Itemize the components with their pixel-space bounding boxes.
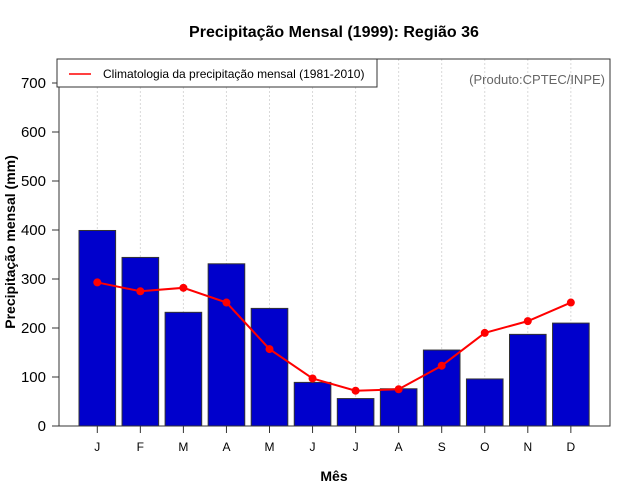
bar-3 — [207, 263, 246, 427]
bar-10 — [509, 333, 547, 427]
y-tick-label: 300 — [21, 271, 46, 288]
x-tick-label: J — [353, 440, 359, 454]
x-tick-label: M — [265, 440, 275, 454]
bars — [78, 229, 590, 427]
bar-8 — [422, 349, 461, 427]
x-tick-label: A — [222, 440, 230, 454]
credit-annotation: (Produto:CPTEC/INPE) — [469, 72, 605, 87]
legend-box — [56, 58, 378, 88]
legend: Climatologia da precipitação mensal (198… — [56, 58, 378, 88]
climatology-point-0 — [93, 278, 102, 287]
climatology-point-2 — [179, 283, 188, 292]
x-tick-label: A — [395, 440, 403, 454]
x-tick-label: J — [94, 440, 100, 454]
climatology-polyline — [97, 281, 572, 392]
bar-4 — [250, 307, 289, 427]
x-tick-label: F — [137, 440, 144, 454]
y-tick-label: 100 — [21, 369, 46, 386]
chart-title: Precipitação Mensal (1999): Região 36 — [189, 24, 479, 41]
y-axis-label: Precipitação mensal (mm) — [2, 155, 18, 329]
bar-5 — [293, 381, 332, 427]
climatology-point-9 — [480, 328, 489, 337]
bar-7 — [379, 388, 418, 427]
bar-2 — [164, 311, 203, 427]
bar-0 — [78, 229, 117, 427]
x-tick-label: N — [523, 440, 532, 454]
y-tick-label: 400 — [21, 222, 46, 239]
x-tick-label: O — [480, 440, 489, 454]
x-tick-label: M — [178, 440, 188, 454]
bar-6 — [336, 398, 375, 427]
climatology-point-1 — [136, 287, 145, 296]
y-tick-label: 600 — [21, 124, 46, 141]
climatology-point-10 — [523, 317, 532, 326]
bar-9 — [465, 378, 504, 427]
climatology-point-5 — [308, 374, 317, 383]
y-tick-label: 200 — [21, 320, 46, 337]
bar-1 — [121, 256, 160, 427]
x-tick-label: J — [310, 440, 316, 454]
climatology-point-3 — [222, 298, 231, 307]
y-tick-label: 0 — [38, 418, 46, 435]
climatology-line — [93, 278, 575, 395]
x-tick-label: S — [438, 440, 446, 454]
climatology-point-8 — [437, 361, 446, 370]
bar-11 — [552, 322, 590, 427]
x-tick-label: D — [567, 440, 576, 454]
climatology-point-11 — [566, 298, 575, 307]
climatology-point-6 — [351, 386, 360, 395]
x-axis-label: Mês — [320, 468, 347, 484]
climatology-point-7 — [394, 385, 403, 394]
y-tick-label: 700 — [21, 75, 46, 92]
y-axis: 0 100 200 300 400 500 600 700 — [21, 75, 59, 435]
y-tick-label: 500 — [21, 173, 46, 190]
legend-entry: Climatologia da precipitação mensal (198… — [103, 67, 364, 81]
climatology-point-4 — [265, 345, 274, 354]
